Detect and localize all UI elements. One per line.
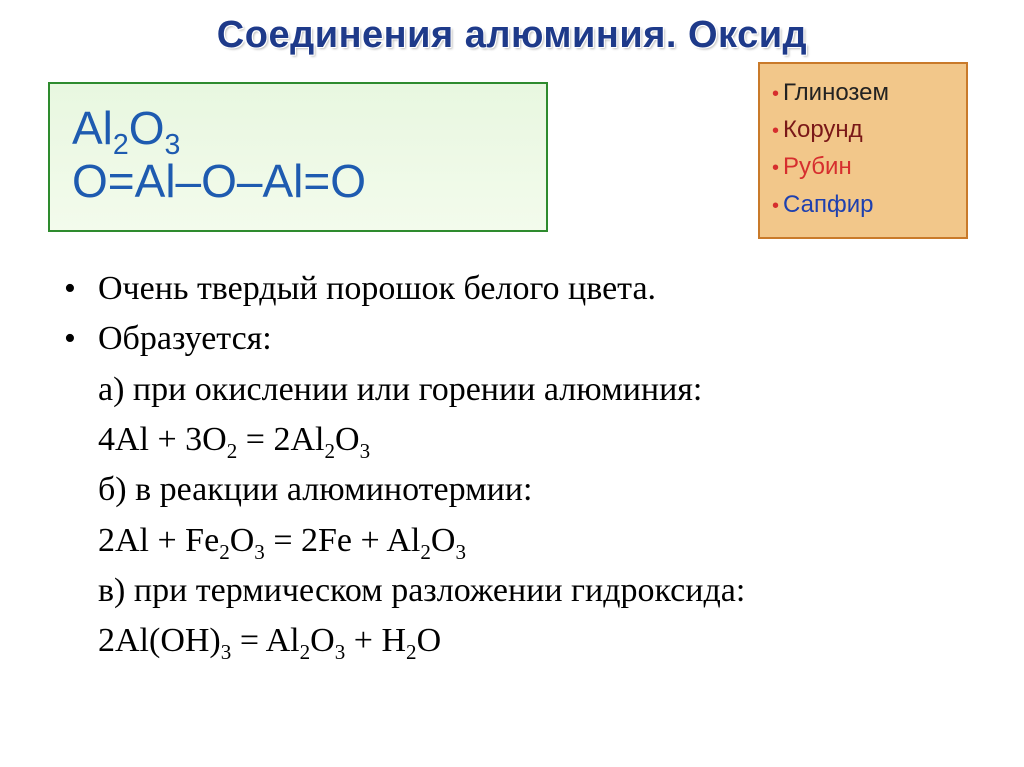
mineral-item: •Корунд bbox=[772, 111, 954, 148]
bullet-line: Образуется: bbox=[38, 314, 984, 364]
equation: 4Al + 3O2 = 2Al2O3 bbox=[38, 415, 984, 465]
mineral-label: Корунд bbox=[783, 116, 863, 143]
bullet-icon: • bbox=[772, 195, 779, 217]
equation: 2Al(OH)3 = Al2O3 + H2O bbox=[38, 616, 984, 666]
bullet-icon: • bbox=[772, 157, 779, 179]
bullet-icon: • bbox=[772, 83, 779, 105]
bullet-line: Очень твердый порошок белого цвета. bbox=[38, 264, 984, 314]
body-content: Очень твердый порошок белого цвета. Обра… bbox=[38, 264, 984, 667]
bullet-icon: • bbox=[772, 120, 779, 142]
formula-line-2: O=Al–O–Al=O bbox=[72, 155, 524, 208]
section-label: а) при окислении или горении алюминия: bbox=[38, 365, 984, 415]
formula-box: Al2O3 O=Al–O–Al=O bbox=[48, 82, 548, 232]
mineral-label: Глинозем bbox=[783, 79, 889, 106]
equation: 2Al + Fe2O3 = 2Fe + Al2O3 bbox=[38, 516, 984, 566]
mineral-item: •Рубин bbox=[772, 148, 954, 185]
mineral-item: •Сапфир bbox=[772, 186, 954, 223]
mineral-label: Сапфир bbox=[783, 191, 873, 218]
section-label: в) при термическом разложении гидроксида… bbox=[38, 566, 984, 616]
mineral-item: •Глинозем bbox=[772, 74, 954, 111]
minerals-box: •Глинозем •Корунд •Рубин •Сапфир bbox=[758, 62, 968, 239]
formula-line-1: Al2O3 bbox=[72, 102, 524, 155]
mineral-label: Рубин bbox=[783, 153, 852, 180]
slide-title: Соединения алюминия. Оксид bbox=[0, 14, 1024, 57]
section-label: б) в реакции алюминотермии: bbox=[38, 465, 984, 515]
